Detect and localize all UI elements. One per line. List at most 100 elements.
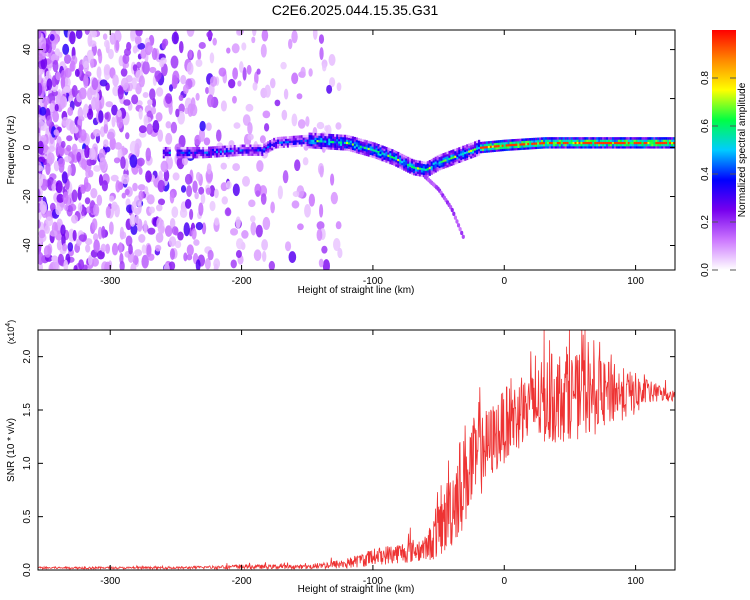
snr-x-label: Height of straight line (km) (298, 584, 415, 595)
signal-cell (659, 145, 662, 149)
noise-cell (112, 85, 120, 97)
signal-cell (363, 148, 366, 152)
signal-cell (468, 147, 471, 151)
noise-cell (115, 180, 121, 193)
signal-cell (215, 154, 219, 158)
signal-cell (186, 149, 189, 152)
signal-cell (200, 153, 203, 157)
noise-cell (232, 67, 239, 80)
noise-cell (57, 157, 66, 168)
signal-cell (533, 137, 536, 141)
signal-cell (355, 141, 359, 145)
signal-cell (361, 150, 364, 153)
noise-cell (179, 208, 188, 219)
signal-cell (355, 148, 359, 152)
signal-cell (550, 141, 554, 145)
noise-cell (120, 77, 129, 91)
noise-cell (124, 188, 130, 196)
signal-cell (497, 140, 500, 143)
noise-cell (118, 55, 124, 67)
signal-cell (409, 162, 412, 165)
signal-cell (507, 139, 510, 142)
signal-cell (517, 147, 520, 151)
noise-cell (86, 108, 94, 120)
signal-cell (531, 137, 534, 141)
noise-cell (99, 79, 108, 87)
signal-cell (176, 151, 179, 154)
noise-cell (62, 191, 69, 204)
signal-cell (588, 141, 591, 145)
signal-cell (477, 148, 481, 152)
signal-cell (505, 143, 508, 147)
noise-cell (154, 244, 162, 252)
signal-cell (487, 141, 491, 144)
signal-cell (493, 149, 496, 152)
signal-cell (491, 142, 494, 146)
signal-cell (552, 141, 556, 145)
signal-cell (271, 138, 274, 142)
signal-cell (513, 141, 516, 144)
signal-cell (539, 141, 542, 145)
signal-cell (432, 166, 435, 170)
signal-cell (552, 145, 556, 149)
noise-cell (270, 201, 275, 214)
signal-cell (318, 135, 321, 138)
noise-cell (39, 200, 47, 214)
signal-cell (200, 146, 203, 150)
signal-cell (403, 168, 406, 171)
signal-cell (564, 141, 567, 145)
signal-cell (353, 150, 357, 153)
signal-cell (442, 161, 445, 165)
signal-cell (629, 137, 632, 140)
signal-cell (393, 149, 396, 153)
signal-cell (454, 157, 457, 161)
signal-cell (399, 161, 402, 165)
signal-cell (208, 150, 211, 154)
signal-cell (369, 152, 372, 155)
signal-cell (617, 137, 621, 140)
signal-cell (312, 141, 315, 145)
signal-cell (210, 146, 213, 150)
signal-cell (312, 132, 315, 136)
signal-cell (292, 142, 295, 145)
signal-cell (442, 157, 445, 161)
signal-cell (403, 163, 406, 167)
signal-cell (440, 162, 443, 166)
signal-cell (245, 151, 248, 154)
signal-cell (233, 147, 236, 150)
signal-cell (643, 145, 646, 149)
signal-cell (608, 141, 611, 145)
signal-cell (582, 143, 585, 147)
signal-cell (609, 145, 613, 149)
signal-cell (643, 139, 646, 142)
signal-cell (627, 143, 630, 147)
signal-cell (385, 160, 388, 163)
signal-cell (284, 136, 288, 139)
signal-cell (188, 155, 191, 159)
signal-cell (476, 149, 479, 152)
signal-cell (503, 141, 506, 145)
signal-cell (326, 138, 329, 141)
signal-cell (604, 137, 607, 140)
signal-cell (649, 141, 652, 145)
signal-cell (546, 141, 550, 145)
chirp-cell (450, 207, 454, 213)
signal-cell (472, 153, 475, 156)
signal-cell (527, 140, 530, 143)
signal-cell (357, 146, 361, 150)
noise-cell (209, 52, 215, 64)
signal-cell (213, 146, 217, 149)
signal-cell (493, 144, 496, 148)
signal-cell (290, 140, 294, 143)
signal-cell (219, 154, 223, 158)
signal-cell (497, 144, 500, 148)
signal-cell (166, 146, 169, 150)
noise-cell (52, 59, 59, 73)
signal-cell (273, 137, 276, 141)
signal-cell (239, 146, 242, 150)
signal-cell (347, 148, 351, 152)
noise-cell (164, 225, 173, 237)
signal-cell (594, 141, 597, 145)
noise-cell (239, 61, 244, 73)
